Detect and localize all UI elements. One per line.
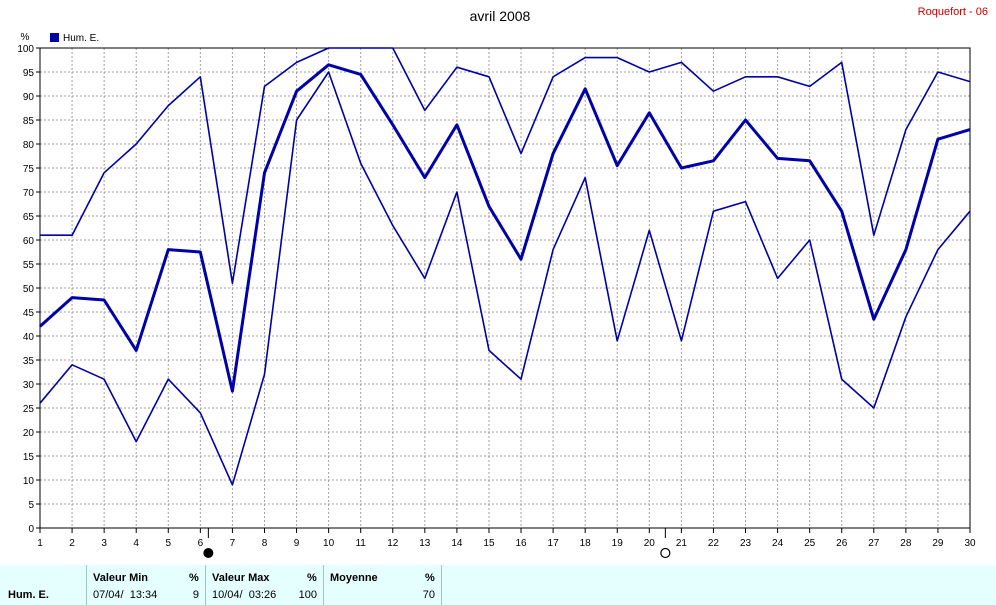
y-tick-label: 70 <box>23 188 35 199</box>
x-tick-label: 5 <box>165 538 171 549</box>
summary-panel: Hum. E. Valeur Min % 07/04/ 13:34 9 Vale… <box>0 565 996 605</box>
mean-value: 70 <box>422 589 435 601</box>
y-tick-label: 5 <box>28 500 34 511</box>
x-tick-label: 29 <box>932 538 944 549</box>
x-axis-ticks: 1 2 3 4 5 6 7 8 9 10 11 12 13 14 15 16 17 18 19 20 21 22 23 24 2… <box>37 528 976 549</box>
x-tick-label: 27 <box>868 538 880 549</box>
series-line-mean <box>38 63 971 393</box>
x-tick-label: 17 <box>548 538 560 549</box>
x-tick-label: 12 <box>387 538 399 549</box>
summary-max-cell: Valeur Max % 10/04/ 03:26 100 <box>206 565 324 605</box>
mean-header: Moyenne <box>330 572 378 584</box>
x-tick-label: 25 <box>804 538 816 549</box>
x-tick-label: 11 <box>355 538 366 549</box>
series-line-min <box>39 71 971 486</box>
chart-title: avril 2008 <box>470 8 531 24</box>
y-axis-unit: % <box>21 32 30 43</box>
summary-series-label: Hum. E. <box>8 589 49 601</box>
series-lines <box>38 47 971 486</box>
x-tick-label: 24 <box>772 538 784 549</box>
x-tick-label: 23 <box>740 538 752 549</box>
grid <box>40 48 970 528</box>
full-moon-icon <box>660 547 671 559</box>
moon-phase-markers <box>203 528 671 559</box>
x-tick-label: 20 <box>644 538 656 549</box>
summary-min-cell: Valeur Min % 07/04/ 13:34 9 <box>87 565 206 605</box>
x-tick-label: 1 <box>37 538 43 549</box>
y-tick-label: 25 <box>23 404 35 415</box>
x-tick-label: 22 <box>708 538 720 549</box>
station-name: Roquefort - 06 <box>918 6 988 18</box>
y-tick-label: 10 <box>23 476 35 487</box>
y-tick-label: 15 <box>23 452 35 463</box>
x-tick-label: 16 <box>515 538 527 549</box>
legend-label: Hum. E. <box>63 33 99 44</box>
x-tick-label: 15 <box>483 538 495 549</box>
min-unit: % <box>189 572 199 584</box>
legend-swatch <box>50 33 59 42</box>
x-tick-label: 6 <box>198 538 204 549</box>
y-tick-label: 75 <box>23 164 35 175</box>
summary-series-cell: Hum. E. <box>0 565 87 605</box>
y-tick-label: 60 <box>23 236 35 247</box>
max-header: Valeur Max <box>212 572 270 584</box>
x-tick-label: 13 <box>419 538 431 549</box>
y-tick-label: 35 <box>23 356 35 367</box>
plot-frame <box>39 47 971 529</box>
x-tick-label: 14 <box>451 538 463 549</box>
x-tick-label: 3 <box>101 538 107 549</box>
min-value: 9 <box>192 589 199 601</box>
max-unit: % <box>307 572 317 584</box>
y-tick-label: 65 <box>23 212 35 223</box>
y-tick-label: 100 <box>17 44 34 55</box>
y-tick-label: 55 <box>23 260 35 271</box>
y-tick-label: 85 <box>23 116 35 127</box>
x-tick-label: 30 <box>964 538 976 549</box>
y-axis-ticks: 0 5 10 15 20 25 30 35 40 45 50 55 60 65 70 75 80 85 90 95 10… <box>17 44 40 535</box>
x-tick-label: 21 <box>676 538 688 549</box>
x-tick-label: 19 <box>612 538 624 549</box>
min-header: Valeur Min <box>93 572 149 584</box>
y-tick-label: 50 <box>23 284 35 295</box>
x-tick-label: 4 <box>133 538 139 549</box>
max-datetime: 10/04/ 03:26 <box>212 589 277 601</box>
x-tick-label: 2 <box>69 538 75 549</box>
y-tick-label: 95 <box>23 68 35 79</box>
y-tick-label: 40 <box>23 332 35 343</box>
y-tick-label: 45 <box>23 308 35 319</box>
new-moon-icon <box>203 548 214 558</box>
y-tick-label: 20 <box>23 428 35 439</box>
humidity-chart: avril 2008 Roquefort - 06 % Hum. E. 0510… <box>17 6 988 559</box>
x-tick-label: 9 <box>294 538 300 549</box>
series-line-max <box>40 47 971 285</box>
y-tick-label: 30 <box>23 380 35 391</box>
max-value: 100 <box>298 589 317 601</box>
summary-mean-cell: Moyenne % 70 <box>324 565 442 605</box>
y-tick-label: 90 <box>23 92 35 103</box>
x-tick-label: 28 <box>900 538 912 549</box>
x-tick-label: 26 <box>836 538 848 549</box>
min-datetime: 07/04/ 13:34 <box>93 589 158 601</box>
y-tick-label: 0 <box>28 524 34 535</box>
y-tick-label: 80 <box>23 140 35 151</box>
mean-unit: % <box>425 572 435 584</box>
x-tick-label: 8 <box>262 538 268 549</box>
x-tick-label: 18 <box>580 538 592 549</box>
x-tick-label: 7 <box>230 538 236 549</box>
x-tick-label: 10 <box>323 538 335 549</box>
